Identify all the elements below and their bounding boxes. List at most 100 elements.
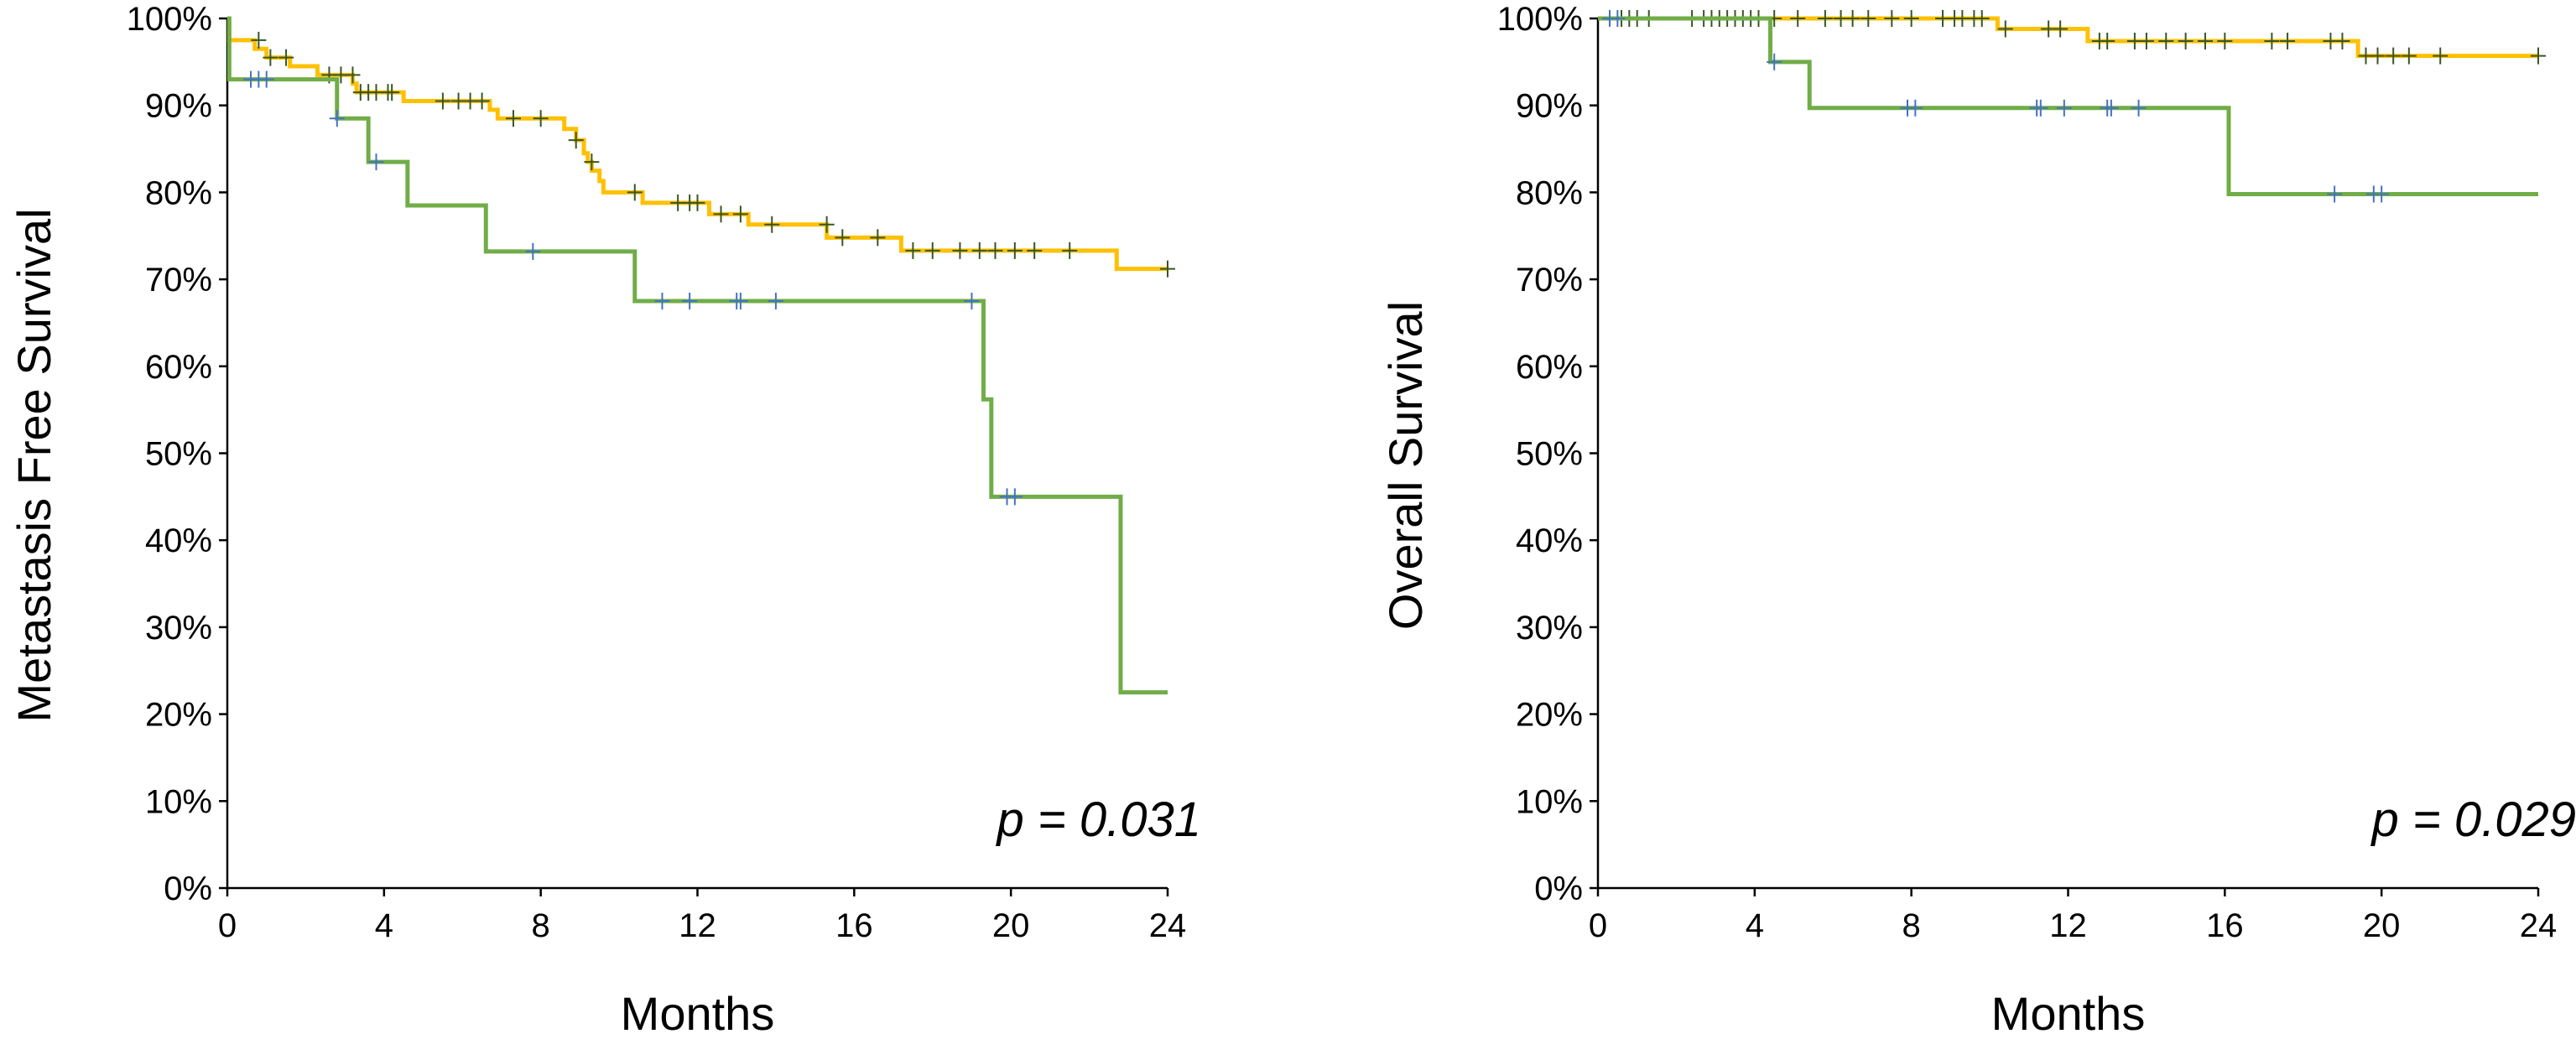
censor-mark-yellow — [2178, 32, 2194, 49]
censor-mark-yellow — [870, 229, 886, 247]
x-tick-label: 20 — [2363, 907, 2401, 944]
p-value-annotation: p = 0.029 — [2370, 792, 2576, 847]
y-tick-label: 60% — [1516, 349, 1583, 386]
censor-mark-green — [525, 242, 541, 260]
censor-mark-yellow — [2053, 20, 2069, 38]
y-tick-label: 100% — [127, 1, 212, 38]
censor-mark-green — [2374, 185, 2390, 203]
censor-mark-yellow — [2433, 47, 2449, 65]
censor-mark-yellow — [1860, 10, 1876, 27]
censor-mark-green — [2327, 185, 2343, 203]
censor-mark-green — [368, 153, 384, 171]
os-panel: 0% 10% 20% 30% 40% 50% 60% 70% 80% 90% 100% 0 4 8 12 16… — [1379, 1, 2576, 1039]
x-axis-title: Months — [1991, 987, 2146, 1039]
y-tick-label: 80% — [1516, 174, 1583, 211]
x-tick-label: 20 — [992, 907, 1030, 944]
censor-mark-yellow — [2100, 32, 2115, 49]
censor-mark-green — [1610, 10, 1626, 27]
y-tick-label: 50% — [1516, 436, 1583, 473]
y-tick-label: 100% — [1497, 1, 1583, 38]
censor-mark-yellow — [505, 110, 521, 127]
censor-mark-yellow — [952, 242, 968, 259]
x-tick-label: 12 — [679, 907, 716, 944]
censor-mark-yellow — [2531, 47, 2546, 65]
censor-mark-yellow — [345, 66, 361, 84]
censor-mark-green — [2131, 99, 2147, 117]
censor-mark-yellow — [2158, 32, 2174, 49]
censor-mark-yellow — [1790, 10, 1806, 27]
x-axis-title: Months — [621, 987, 775, 1039]
censor-mark-yellow — [474, 92, 490, 110]
p-value-annotation: p = 0.031 — [996, 792, 1202, 847]
y-tick-label: 20% — [145, 697, 212, 734]
x-tick-label: 8 — [1902, 907, 1921, 944]
y-tick-label: 60% — [145, 349, 212, 386]
y-tick-label: 70% — [1516, 262, 1583, 299]
y-tick-label: 40% — [1516, 522, 1583, 559]
censor-mark-yellow — [2370, 47, 2386, 65]
y-tick-label: 30% — [1516, 610, 1583, 647]
censor-mark-yellow — [1817, 10, 1833, 27]
censor-mark-yellow — [2264, 32, 2280, 49]
censor-mark-yellow — [2401, 47, 2417, 65]
censor-mark-yellow — [1062, 242, 1078, 259]
x-tick-label: 16 — [835, 907, 873, 944]
censor-mark-yellow — [713, 205, 729, 223]
y-tick-label: 70% — [145, 262, 212, 299]
x-tick-label: 0 — [1589, 907, 1607, 944]
censor-mark-green — [329, 110, 345, 127]
censor-mark-green — [768, 293, 783, 310]
censor-mark-yellow — [2280, 32, 2296, 49]
censor-mark-yellow — [251, 31, 267, 49]
mfs-panel: 0% 10% 20% 30% 40% 50% 60% 70% 80% 90% 100% 0 4 8 12 16… — [8, 1, 1201, 1039]
x-tick-label: 24 — [1149, 907, 1187, 944]
censor-mark-yellow — [1007, 242, 1023, 259]
censor-mark-green — [2056, 99, 2072, 117]
x-tick-label: 12 — [2049, 907, 2087, 944]
x-tick-label: 8 — [532, 907, 550, 944]
y-tick-label: 10% — [145, 783, 212, 820]
censor-mark-yellow — [263, 49, 278, 66]
censor-mark-green — [258, 70, 274, 88]
censor-mark-yellow — [1160, 260, 1175, 278]
censor-mark-yellow — [690, 194, 705, 211]
km-curve-green — [226, 16, 1168, 695]
y-tick-label: 90% — [145, 88, 212, 125]
y-tick-label: 50% — [145, 436, 212, 473]
censor-mark-yellow — [987, 242, 1003, 259]
censor-mark-yellow — [278, 49, 294, 66]
censor-mark-yellow — [1903, 10, 1919, 27]
y-axis-title: Metastasis Free Survival — [8, 208, 60, 722]
y-tick-label: 10% — [1516, 783, 1583, 820]
y-tick-label: 0% — [1534, 870, 1583, 907]
censor-mark-green — [964, 293, 980, 310]
censor-mark-green — [1767, 53, 1782, 70]
censor-mark-yellow — [2334, 32, 2350, 49]
censor-mark-green — [1907, 99, 1923, 117]
x-tick-label: 0 — [218, 907, 237, 944]
censor-mark-yellow — [924, 242, 940, 259]
y-tick-label: 30% — [145, 610, 212, 647]
x-tick-label: 24 — [2520, 907, 2558, 944]
censor-mark-yellow — [1027, 242, 1043, 259]
censor-mark-yellow — [533, 110, 549, 127]
censor-mark-green — [1007, 488, 1023, 506]
x-tick-label: 16 — [2206, 907, 2244, 944]
x-tick-label: 4 — [1746, 907, 1764, 944]
y-axis-title: Overall Survival — [1379, 301, 1432, 630]
y-tick-label: 90% — [1516, 88, 1583, 125]
censor-mark-green — [682, 293, 698, 310]
censor-mark-yellow — [627, 184, 643, 201]
km-curve-yellow — [1598, 16, 2538, 59]
censor-mark-yellow — [732, 205, 748, 223]
censor-mark-yellow — [819, 216, 835, 233]
censor-mark-yellow — [905, 242, 921, 259]
censor-mark-yellow — [1884, 10, 1900, 27]
censor-mark-yellow — [1974, 10, 1990, 27]
censor-mark-green — [2032, 99, 2048, 117]
censor-mark-green — [732, 293, 748, 310]
y-tick-label: 40% — [145, 522, 212, 559]
censor-mark-yellow — [764, 216, 780, 233]
km-curve-green — [1598, 16, 2538, 196]
